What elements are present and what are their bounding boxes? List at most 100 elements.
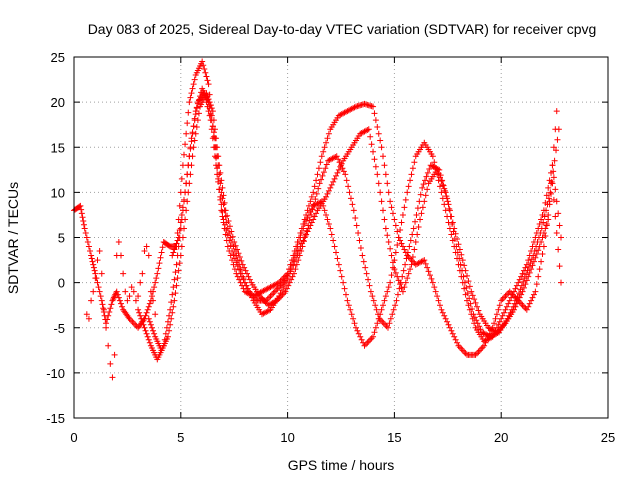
data-point — [370, 103, 377, 110]
data-point — [553, 108, 560, 115]
data-point — [392, 249, 399, 256]
data-point — [293, 254, 300, 261]
data-point — [278, 287, 285, 294]
data-point — [387, 315, 394, 322]
data-point — [201, 66, 208, 73]
data-point — [463, 284, 470, 291]
data-point — [427, 272, 433, 279]
data-point — [350, 315, 357, 322]
data-point — [405, 183, 412, 190]
data-point — [556, 222, 563, 229]
data-point — [183, 130, 190, 137]
data-point — [389, 259, 396, 266]
data-point — [444, 195, 451, 202]
data-point — [80, 217, 87, 224]
data-point — [429, 279, 436, 286]
data-point — [328, 181, 335, 188]
data-point — [397, 237, 404, 244]
data-point — [205, 108, 212, 115]
data-point — [412, 218, 419, 225]
data-point — [347, 306, 354, 313]
data-point — [410, 225, 417, 232]
data-point — [290, 262, 297, 269]
data-point — [142, 312, 149, 319]
data-point — [225, 217, 232, 224]
data-point — [344, 297, 351, 304]
x-tick-label: 0 — [70, 430, 77, 445]
data-point — [395, 234, 402, 241]
data-point — [538, 216, 545, 223]
data-point — [441, 185, 448, 192]
data-point — [168, 299, 175, 306]
plot-frame — [73, 56, 609, 419]
data-point — [166, 327, 173, 334]
data-point — [150, 327, 157, 334]
x-tick-label: 15 — [387, 430, 401, 445]
data-point — [460, 273, 467, 280]
y-tick-label: 15 — [51, 140, 65, 155]
data-point — [207, 102, 214, 109]
data-point — [179, 162, 186, 169]
data-point — [503, 303, 510, 310]
data-point — [143, 243, 150, 250]
data-point — [378, 144, 385, 151]
data-point — [401, 246, 408, 253]
data-point — [307, 222, 314, 229]
data-point — [164, 318, 171, 325]
data-point — [109, 374, 116, 381]
data-point — [448, 231, 455, 238]
data-point — [227, 242, 234, 249]
data-point — [191, 137, 198, 144]
data-point — [182, 189, 189, 196]
data-point — [170, 249, 177, 256]
data-point — [170, 303, 177, 310]
data-point — [516, 294, 523, 301]
data-point — [357, 245, 364, 252]
data-point — [295, 247, 302, 254]
data-point — [90, 288, 97, 295]
data-point — [169, 252, 176, 259]
data-point — [193, 123, 200, 130]
data-point — [420, 181, 427, 188]
data-point — [545, 195, 552, 202]
data-point — [155, 265, 162, 272]
data-point — [78, 206, 85, 213]
data-point — [417, 191, 424, 198]
data-point — [208, 105, 215, 112]
data-point — [147, 288, 154, 295]
data-point — [322, 165, 329, 172]
data-point — [382, 225, 389, 232]
data-point — [373, 306, 380, 313]
data-point — [312, 196, 319, 203]
data-point — [552, 186, 559, 193]
data-point — [144, 333, 151, 340]
data-point — [417, 216, 424, 223]
data-point — [340, 168, 347, 175]
data-point — [449, 219, 456, 226]
data-point — [243, 282, 250, 289]
data-point — [542, 225, 549, 232]
data-point — [320, 148, 327, 155]
y-tick-label: 10 — [51, 185, 65, 200]
data-point — [536, 243, 543, 250]
data-point — [462, 267, 469, 274]
data-point — [499, 312, 506, 319]
data-point — [390, 306, 397, 313]
data-point — [81, 225, 88, 232]
data-point — [241, 264, 248, 271]
data-point — [392, 222, 399, 229]
data-point — [352, 324, 359, 331]
data-point — [455, 241, 462, 248]
data-point — [313, 177, 320, 184]
data-point — [334, 255, 341, 262]
data-point — [300, 237, 307, 244]
data-point — [184, 171, 191, 178]
data-point — [351, 104, 358, 111]
data-point — [334, 169, 341, 176]
data-point — [119, 303, 126, 310]
data-point — [135, 293, 142, 300]
data-point — [305, 225, 312, 232]
data-point — [107, 360, 114, 367]
data-point — [377, 137, 384, 144]
